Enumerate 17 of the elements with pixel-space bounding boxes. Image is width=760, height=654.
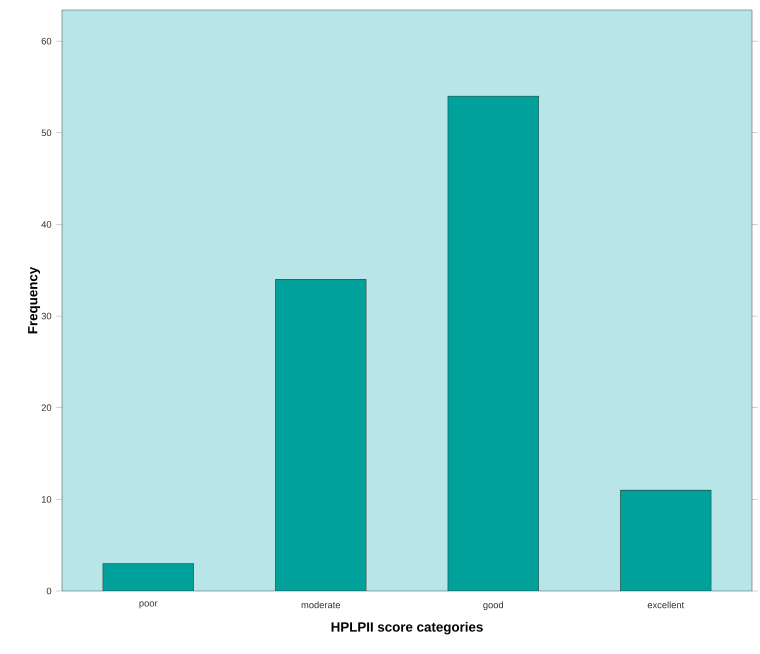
bar bbox=[620, 490, 712, 591]
y-tick-label: 50 bbox=[42, 130, 52, 136]
y-tick-label: 30 bbox=[42, 312, 52, 320]
bar bbox=[102, 563, 194, 591]
y-tick-label: 10 bbox=[42, 496, 52, 503]
y-tick-label: 0 bbox=[46, 588, 52, 594]
bar bbox=[448, 96, 539, 591]
x-tick-label: excellent bbox=[648, 601, 684, 608]
y-tick-label: 40 bbox=[41, 221, 52, 228]
bar bbox=[275, 279, 366, 591]
y-axis-title: Frequency bbox=[28, 266, 40, 334]
x-tick-label: moderate bbox=[302, 601, 340, 608]
x-tick-label: poor bbox=[140, 601, 158, 608]
y-tick-label: 60 bbox=[42, 38, 52, 44]
y-tick-label: 20 bbox=[42, 404, 52, 412]
x-tick-label: good bbox=[483, 601, 504, 610]
x-axis-title: HPLPII score categories bbox=[332, 622, 483, 634]
